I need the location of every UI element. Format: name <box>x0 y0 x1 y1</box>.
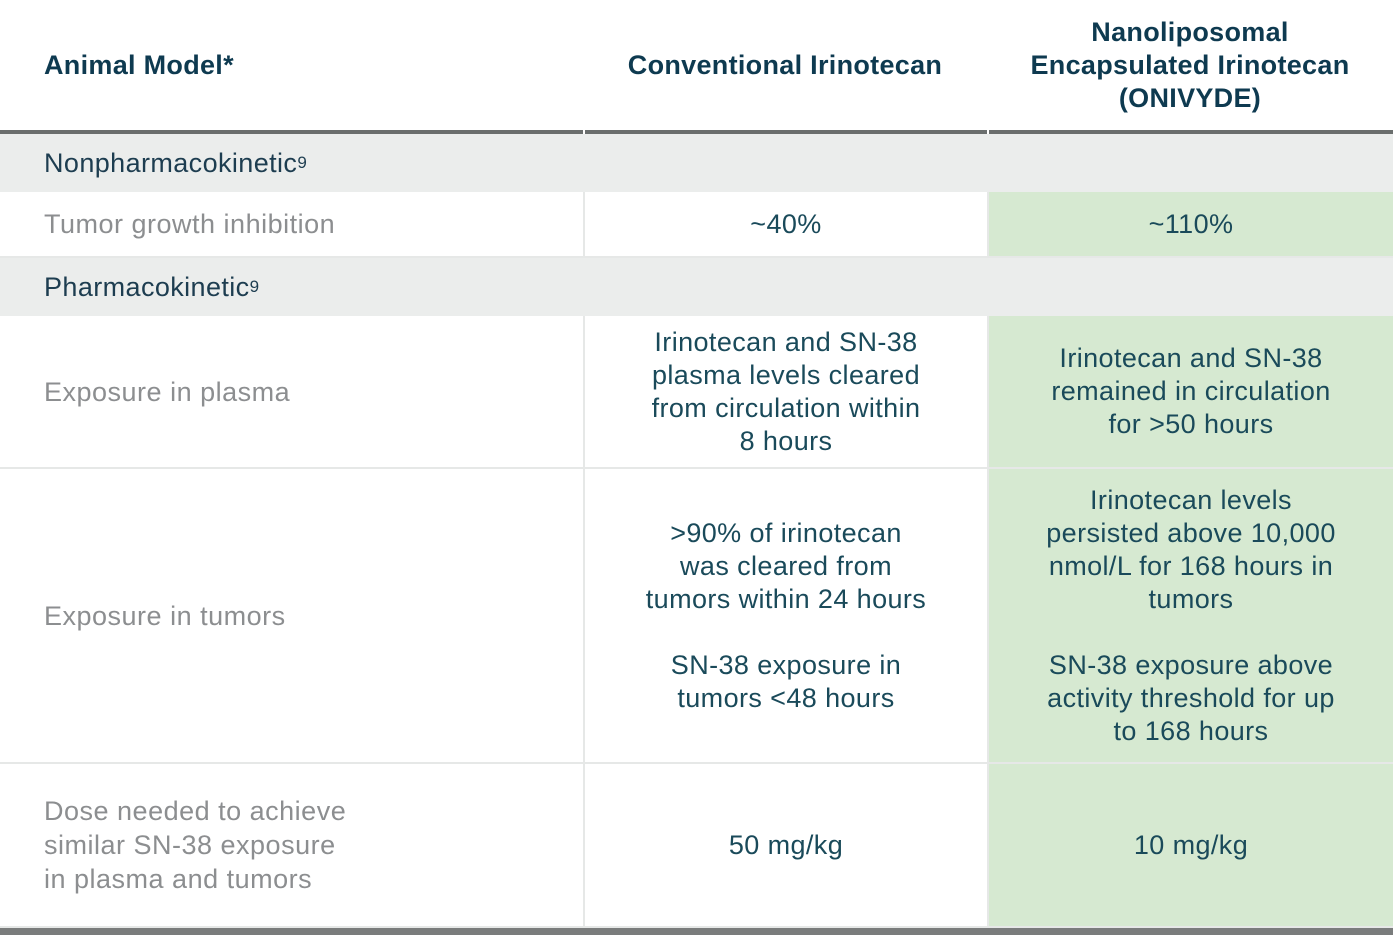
onivyde-value-cell: Irinotecan levels persisted above 10,000… <box>987 469 1393 762</box>
onivyde-value-cell: 10 mg/kg <box>987 764 1393 926</box>
header-divider-bar <box>0 130 1393 134</box>
row-label-text: Exposure in plasma <box>44 376 291 407</box>
conventional-value-cell: Irinotecan and SN-38 plasma levels clear… <box>583 316 987 467</box>
value-paragraph: >90% of irinotecan was cleared from tumo… <box>645 517 927 614</box>
value-paragraph: Irinotecan levels persisted above 10,000… <box>1046 484 1336 614</box>
row-label-text: Exposure in tumors <box>44 600 286 631</box>
row-label: Exposure in plasma <box>0 316 583 467</box>
row-label: Exposure in tumors <box>0 469 583 762</box>
section-label: Pharmacokinetic <box>44 271 250 302</box>
row-label-text: Tumor growth inhibition <box>44 209 336 239</box>
row-exposure-in-plasma: Exposure in plasma Irinotecan and SN-38 … <box>0 316 1393 469</box>
column-header-onivyde: Nanoliposomal Encapsulated Irinotecan (O… <box>1030 16 1350 113</box>
column-header-animal-model: Animal Model* <box>44 49 234 80</box>
row-label: Dose needed to achieve similar SN-38 exp… <box>0 764 583 926</box>
section-row-pharmacokinetic: Pharmacokinetic 9 <box>0 258 1393 316</box>
conventional-value-cell: >90% of irinotecan was cleared from tumo… <box>583 469 987 762</box>
row-label-text: Dose needed to achieve similar SN-38 exp… <box>44 796 347 894</box>
section-label: Nonpharmacokinetic <box>44 147 298 178</box>
header-row: Animal Model* Conventional Irinotecan Na… <box>0 0 1393 130</box>
row-dose-needed: Dose needed to achieve similar SN-38 exp… <box>0 764 1393 928</box>
conventional-value-cell: 50 mg/kg <box>583 764 987 926</box>
onivyde-value-cell: Irinotecan and SN-38 remained in circula… <box>987 316 1393 467</box>
column-header-conventional-irinotecan: Conventional Irinotecan <box>627 49 943 80</box>
bottom-border-bar <box>0 928 1393 935</box>
conventional-value-cell: ~40% <box>583 192 987 256</box>
row-tumor-growth-inhibition: Tumor growth inhibition ~40% ~110% <box>0 192 1393 258</box>
header-divider-segment <box>989 130 1393 134</box>
header-divider-segment <box>0 130 583 134</box>
section-row-nonpharmacokinetic: Nonpharmacokinetic 9 <box>0 134 1393 192</box>
value-paragraph: SN-38 exposure in tumors <48 hours <box>670 649 902 713</box>
onivyde-value-cell: ~110% <box>987 192 1393 256</box>
header-divider-segment <box>585 130 987 134</box>
row-exposure-in-tumors: Exposure in tumors >90% of irinotecan wa… <box>0 469 1393 764</box>
row-label: Tumor growth inhibition <box>0 192 583 256</box>
value-paragraph: SN-38 exposure above activity threshold … <box>1047 649 1335 746</box>
